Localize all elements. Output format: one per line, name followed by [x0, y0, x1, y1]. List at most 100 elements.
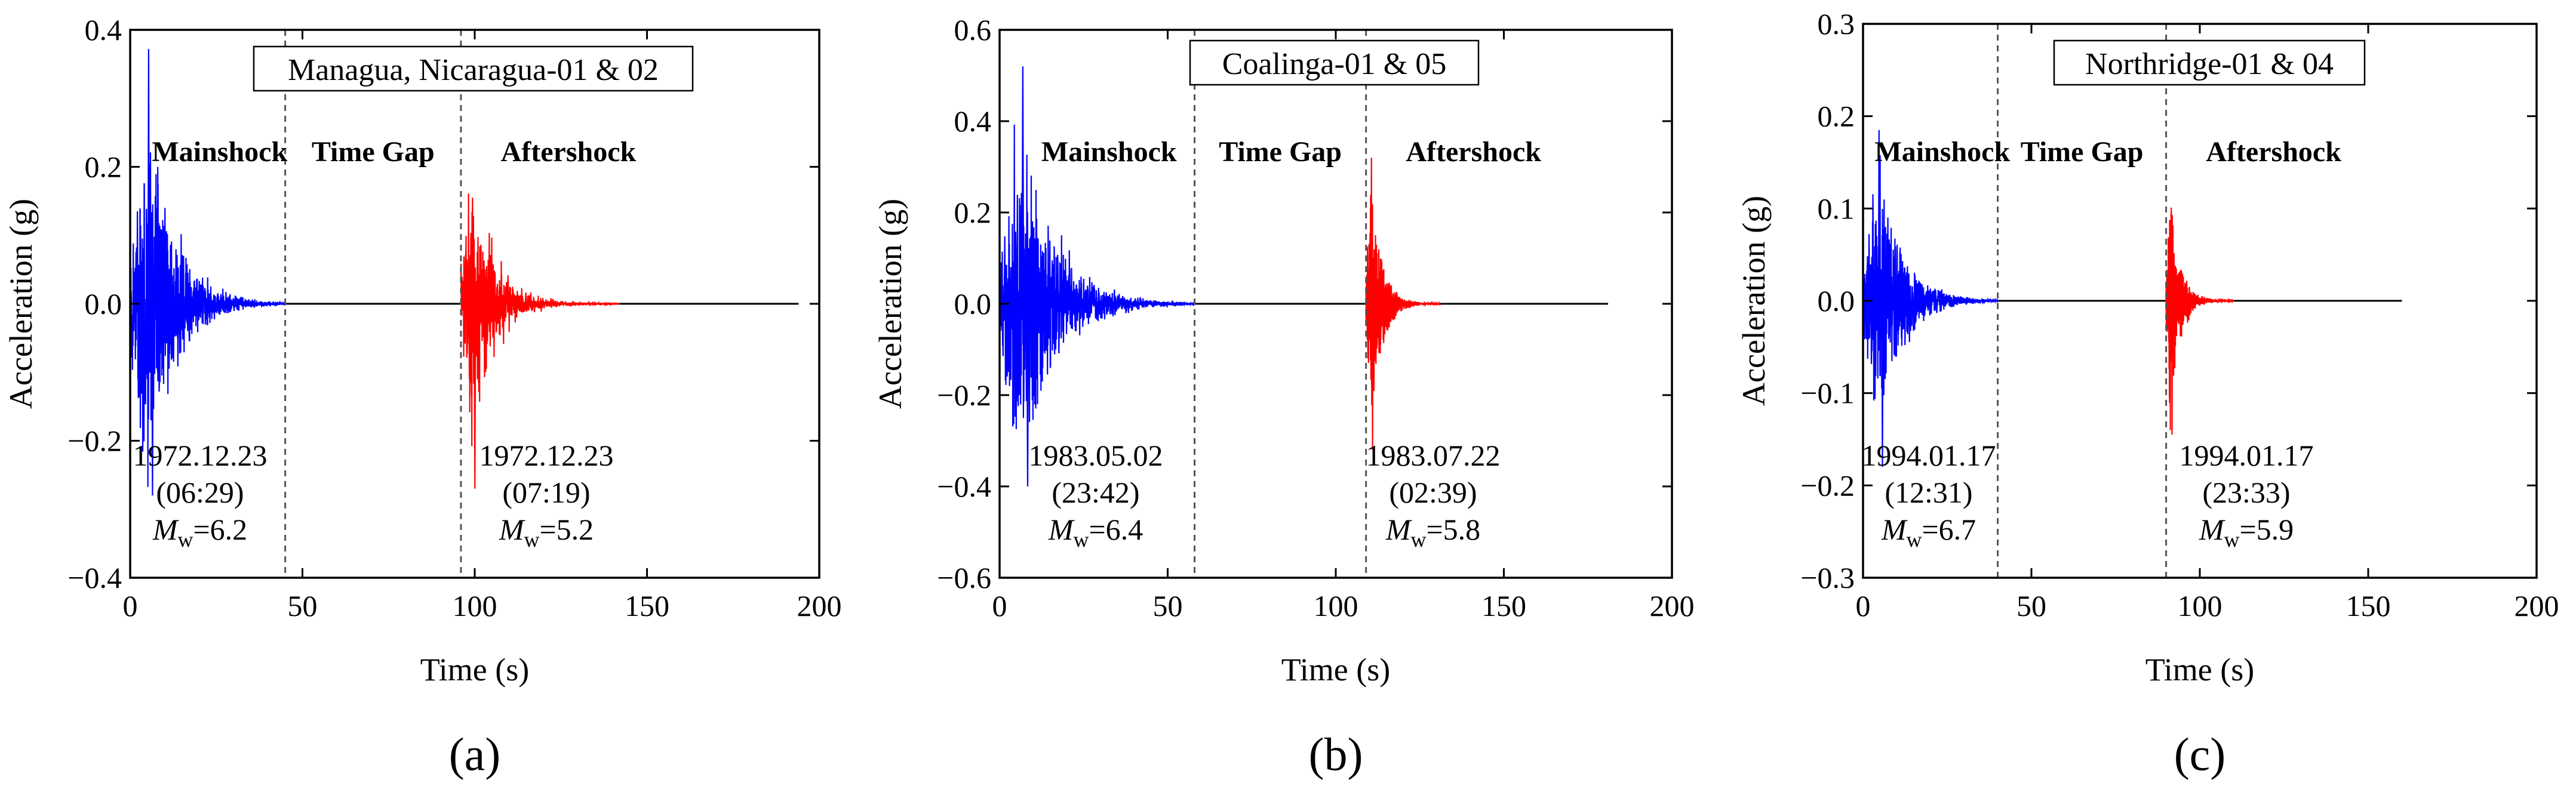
mw-value: =5.9 [2239, 513, 2294, 546]
y-tick-label: −0.4 [67, 561, 122, 594]
x-tick-label: 150 [1481, 589, 1526, 622]
y-tick-label: −0.1 [1800, 377, 1855, 410]
x-tick-label: 150 [625, 589, 669, 622]
chart-panel-c: 0 50 100 150 200 −0.3 −0.2 −0.1 0.0 0.1 0.2 0.3 Time… [1736, 7, 2559, 780]
mainshock-info-magnitude: Mw=6.2 [152, 513, 247, 551]
mw-subscript: w [524, 528, 539, 551]
x-tick-label: 100 [453, 589, 497, 622]
mw-subscript: w [2224, 528, 2239, 551]
mw-symbol: M [2199, 513, 2225, 546]
y-tick-label: 0.0 [85, 287, 122, 321]
aftershock-info-magnitude: Mw=5.9 [2199, 513, 2294, 551]
mw-symbol: M [499, 513, 525, 546]
chart-title: Northridge-01 & 04 [2085, 47, 2334, 81]
y-tick-label: 0.2 [85, 150, 122, 184]
y-tick-label: 0.4 [85, 13, 122, 47]
mw-value: =5.2 [539, 513, 594, 546]
aftershock-label: Aftershock [501, 136, 637, 168]
y-tick-label: 0.6 [954, 13, 992, 47]
y-axis-label: Acceleration (g) [3, 199, 39, 409]
x-tick-label: 200 [2514, 589, 2559, 622]
x-tick-label: 200 [797, 589, 842, 622]
y-tick-label: −0.2 [1800, 469, 1855, 502]
y-tick-label: −0.4 [937, 470, 991, 503]
aftershock-info-magnitude: Mw=5.2 [499, 513, 594, 551]
panel-label: (b) [1309, 728, 1363, 780]
mw-symbol: M [152, 513, 179, 546]
y-tick-label: 0.0 [1818, 284, 1855, 318]
time-gap-label: Time Gap [1219, 136, 1342, 168]
aftershock-info-time: (07:19) [502, 476, 590, 509]
x-tick-label: 50 [2016, 589, 2046, 622]
x-axis-label: Time (s) [2145, 652, 2255, 688]
x-tick-label: 150 [2346, 589, 2391, 622]
x-tick-label: 0 [992, 589, 1007, 622]
x-tick-label: 0 [123, 589, 138, 622]
chart-title: Managua, Nicaragua-01 & 02 [288, 53, 659, 87]
y-axis-label: Acceleration (g) [1736, 196, 1772, 406]
time-gap-label: Time Gap [2021, 136, 2144, 168]
mw-symbol: M [1385, 513, 1412, 546]
y-tick-label: 0.2 [954, 196, 992, 229]
title-box [1189, 39, 1480, 86]
aftershock-info-time: (23:33) [2202, 476, 2290, 509]
aftershock-waveform [2165, 207, 2234, 435]
mw-value: =6.4 [1089, 513, 1143, 546]
mainshock-waveform [1862, 130, 1999, 467]
mainshock-info-date: 1994.01.17 [1862, 439, 1996, 472]
y-tick-label: 0.1 [1818, 192, 1855, 225]
mainshock-label: Mainshock [152, 136, 287, 168]
panel-label: (a) [449, 728, 501, 780]
mw-symbol: M [1881, 513, 1908, 546]
aftershock-label: Aftershock [1406, 136, 1541, 168]
mw-value: =5.8 [1426, 513, 1480, 546]
mw-subscript: w [177, 528, 193, 551]
aftershock-waveform [1365, 158, 1441, 450]
mw-value: =6.2 [193, 513, 247, 546]
mw-value: =6.7 [1922, 513, 1976, 546]
y-tick-label: −0.6 [937, 561, 991, 594]
aftershock-info-date: 1994.01.17 [2180, 439, 2314, 472]
mainshock-info-magnitude: Mw=6.7 [1881, 513, 1976, 551]
y-tick-label: 0.2 [1818, 100, 1855, 133]
x-tick-label: 100 [1314, 589, 1358, 622]
y-tick-label: 0.0 [954, 287, 992, 321]
chart-panel-b: 0 50 100 150 200 −0.6 −0.4 −0.2 0.0 0.2 0.4 0.6 Time… [872, 13, 1695, 780]
mainshock-info-time: (23:42) [1052, 476, 1139, 509]
mw-subscript: w [1073, 528, 1089, 551]
mainshock-info-time: (06:29) [156, 476, 244, 509]
x-tick-label: 50 [1153, 589, 1183, 622]
aftershock-label: Aftershock [2206, 136, 2341, 168]
y-tick-label: 0.4 [954, 104, 992, 138]
mainshock-label: Mainshock [1041, 136, 1177, 168]
mainshock-waveform [129, 49, 286, 496]
aftershock-info-magnitude: Mw=5.8 [1385, 513, 1480, 551]
mainshock-info-magnitude: Mw=6.4 [1048, 513, 1143, 551]
x-axis-label: Time (s) [1281, 652, 1391, 688]
x-tick-label: 100 [2178, 589, 2223, 622]
mw-subscript: w [1410, 528, 1426, 551]
y-axis-label: Acceleration (g) [872, 199, 908, 409]
x-tick-label: 0 [1856, 589, 1871, 622]
time-gap-label: Time Gap [312, 136, 435, 168]
y-tick-label: −0.3 [1800, 561, 1855, 594]
mainshock-label: Mainshock [1874, 136, 2010, 168]
chart-title: Coalinga-01 & 05 [1222, 47, 1447, 81]
mainshock-waveform [998, 66, 1195, 487]
y-tick-label: −0.2 [67, 424, 122, 458]
title-box [253, 45, 694, 92]
x-tick-label: 200 [1650, 589, 1695, 622]
mw-symbol: M [1048, 513, 1075, 546]
y-tick-label: 0.3 [1818, 7, 1855, 41]
mainshock-info-time: (12:31) [1885, 476, 1972, 509]
y-tick-label: −0.2 [937, 378, 991, 412]
x-tick-label: 50 [288, 589, 318, 622]
aftershock-info-time: (02:39) [1389, 476, 1477, 509]
mw-subscript: w [1906, 528, 1922, 551]
panel-label: (c) [2174, 728, 2226, 780]
title-box [2053, 39, 2366, 86]
aftershock-info-date: 1972.12.23 [479, 439, 614, 472]
aftershock-waveform [460, 193, 620, 489]
x-axis-label: Time (s) [420, 652, 530, 688]
